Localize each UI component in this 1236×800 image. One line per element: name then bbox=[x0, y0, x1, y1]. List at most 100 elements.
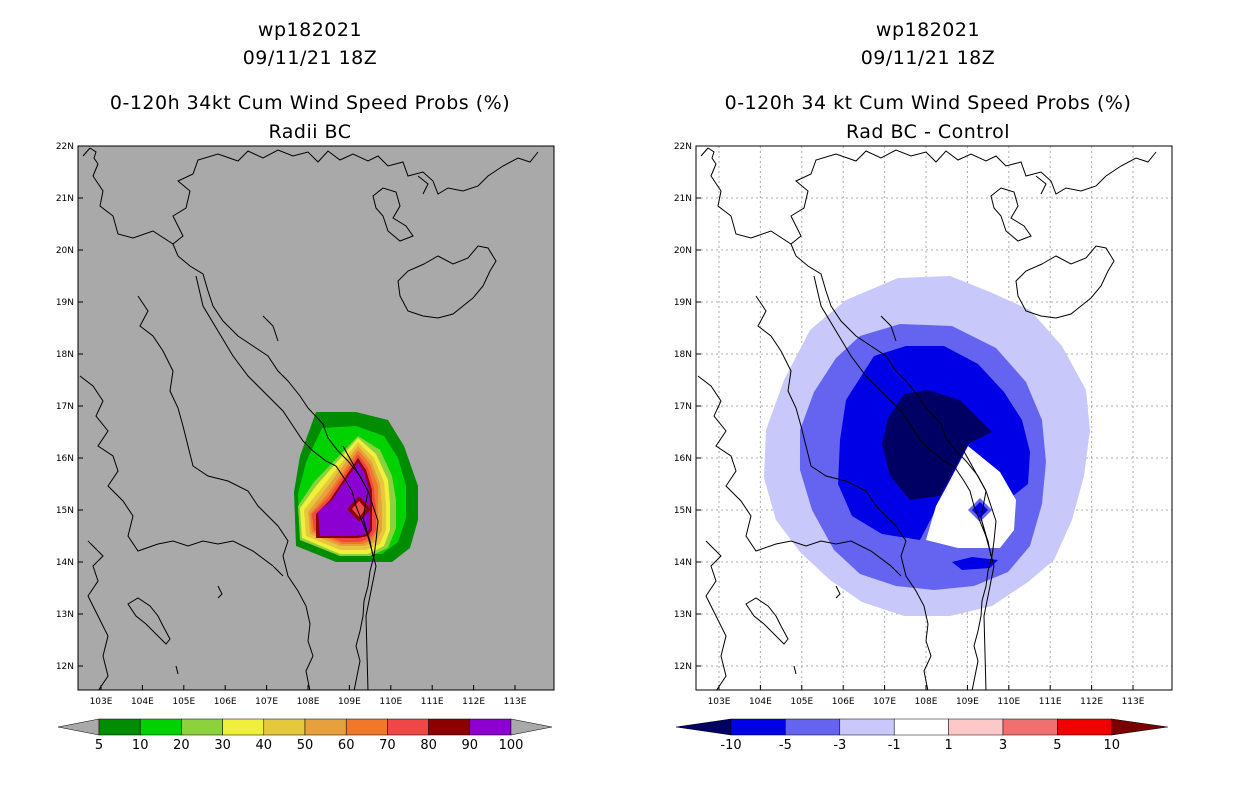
lat-label: 12N bbox=[674, 662, 692, 672]
lon-label: 106E bbox=[214, 697, 237, 707]
right-lat-ticks: 22N 21N 20N 19N 18N 17N 16N 15N 14N 13N 12N bbox=[674, 142, 701, 672]
colorbar-label: 1 bbox=[944, 738, 952, 753]
colorbar-swatch bbox=[1002, 718, 1058, 736]
lat-label: 21N bbox=[674, 194, 692, 204]
colorbar-swatch bbox=[222, 718, 265, 736]
lon-label: 109E bbox=[956, 697, 979, 707]
lon-label: 109E bbox=[338, 697, 361, 707]
lat-label: 16N bbox=[56, 454, 74, 464]
colorbar-label: 5 bbox=[95, 738, 103, 753]
left-probability-contours bbox=[79, 147, 539, 690]
lat-label: 14N bbox=[674, 558, 692, 568]
left-title-subtitle: Radii BC bbox=[268, 121, 352, 143]
colorbar-swatch bbox=[893, 718, 949, 736]
colorbar-label: 90 bbox=[462, 738, 479, 753]
lat-label: 16N bbox=[674, 454, 692, 464]
colorbar-swatch bbox=[139, 718, 182, 736]
lon-label: 103E bbox=[90, 697, 113, 707]
lat-label: 13N bbox=[674, 610, 692, 620]
left-title-storm-id: wp182021 bbox=[257, 19, 363, 41]
lon-label: 111E bbox=[421, 697, 444, 707]
lat-label: 20N bbox=[674, 246, 692, 256]
lon-label: 111E bbox=[1039, 697, 1062, 707]
right-title-storm-id: wp182021 bbox=[875, 19, 981, 41]
right-title-subtitle: Rad BC - Control bbox=[845, 121, 1011, 143]
colorbar-swatch bbox=[785, 718, 841, 736]
left-lat-ticks: 22N 21N 20N 19N 18N 17N 16N 15N 14N 13N 12N bbox=[56, 142, 83, 672]
lon-label: 113E bbox=[1122, 697, 1145, 707]
right-difference-contours bbox=[696, 146, 1172, 690]
right-gridlines bbox=[696, 146, 1172, 690]
colorbar-swatch bbox=[839, 718, 895, 736]
lat-label: 20N bbox=[56, 246, 74, 256]
colorbar-under-triangle bbox=[675, 718, 732, 736]
colorbar-label: 60 bbox=[338, 738, 355, 753]
lat-label: 18N bbox=[56, 350, 74, 360]
colorbar-swatch bbox=[730, 718, 786, 736]
colorbar-label: 3 bbox=[999, 738, 1007, 753]
colorbar-label: 100 bbox=[499, 738, 524, 753]
colorbar-label: 20 bbox=[173, 738, 190, 753]
lat-label: 14N bbox=[56, 558, 74, 568]
lat-label: 15N bbox=[56, 506, 74, 516]
colorbar-label: -1 bbox=[888, 738, 901, 753]
lat-label: 21N bbox=[56, 194, 74, 204]
colorbar-swatch bbox=[387, 718, 429, 736]
lon-label: 107E bbox=[255, 697, 278, 707]
lon-label: 105E bbox=[790, 697, 813, 707]
colorbar-label: 80 bbox=[420, 738, 437, 753]
colorbar-label: -10 bbox=[720, 738, 741, 753]
lat-label: 18N bbox=[674, 350, 692, 360]
lon-label: 103E bbox=[708, 697, 731, 707]
right-title-date: 09/11/21 18Z bbox=[860, 47, 996, 69]
right-contour-minus5-core bbox=[972, 502, 988, 518]
colorbar-swatch bbox=[948, 718, 1004, 736]
colorbar-swatch bbox=[181, 718, 223, 736]
colorbar-swatch bbox=[1057, 718, 1113, 736]
left-title-date: 09/11/21 18Z bbox=[242, 47, 378, 69]
right-map-frame bbox=[695, 145, 1173, 691]
lat-label: 13N bbox=[56, 610, 74, 620]
colorbar-label: 70 bbox=[379, 738, 396, 753]
colorbar-label: 5 bbox=[1053, 738, 1061, 753]
right-contour-minus10 bbox=[882, 390, 992, 500]
lat-label: 22N bbox=[674, 142, 692, 152]
lon-label: 106E bbox=[832, 697, 855, 707]
colorbar-swatch bbox=[263, 718, 306, 736]
colorbar-under-triangle bbox=[57, 718, 100, 736]
lat-label: 15N bbox=[674, 506, 692, 516]
right-contour-plus-near-zero bbox=[926, 446, 1016, 548]
lon-label: 104E bbox=[131, 697, 154, 707]
lon-label: 112E bbox=[462, 697, 485, 707]
colorbar-label: 50 bbox=[297, 738, 314, 753]
colorbar-label: -5 bbox=[779, 738, 792, 753]
colorbar-swatch bbox=[345, 718, 388, 736]
lat-label: 17N bbox=[56, 402, 74, 412]
lat-label: 22N bbox=[56, 142, 74, 152]
colorbar-swatch bbox=[98, 718, 141, 736]
left-colorbar: 5 10 20 30 40 50 60 70 80 90 100 bbox=[57, 718, 553, 753]
lon-label: 108E bbox=[297, 697, 320, 707]
left-map-frame bbox=[77, 145, 555, 691]
left-lon-ticks: 103E 104E 105E 106E 107E 108E 109E 110E 111E 112E… bbox=[90, 685, 527, 707]
colorbar-label: 10 bbox=[1104, 738, 1121, 753]
lon-label: 110E bbox=[379, 697, 402, 707]
colorbar-label: 30 bbox=[214, 738, 231, 753]
colorbar-label: -3 bbox=[833, 738, 846, 753]
lon-label: 104E bbox=[749, 697, 772, 707]
colorbar-label: 40 bbox=[256, 738, 273, 753]
lon-label: 110E bbox=[997, 697, 1020, 707]
colorbar-over-triangle bbox=[510, 718, 553, 736]
left-title-product: 0-120h 34kt Cum Wind Speed Probs (%) bbox=[109, 92, 511, 114]
colorbar-swatch bbox=[428, 718, 471, 736]
lon-label: 108E bbox=[915, 697, 938, 707]
colorbar-label: 10 bbox=[132, 738, 149, 753]
lat-label: 17N bbox=[674, 402, 692, 412]
colorbar-swatch bbox=[469, 718, 512, 736]
lon-label: 113E bbox=[504, 697, 527, 707]
colorbar-swatch bbox=[304, 718, 347, 736]
lon-label: 105E bbox=[172, 697, 195, 707]
